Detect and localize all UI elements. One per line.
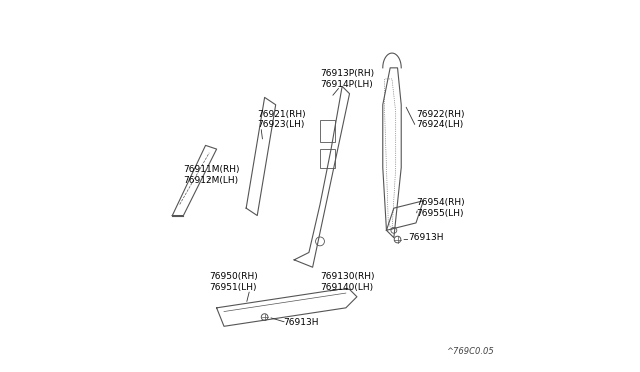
Text: 769130(RH)
769140(LH): 769130(RH) 769140(LH): [320, 272, 374, 292]
Text: 76913H: 76913H: [283, 318, 319, 327]
Text: 76913H: 76913H: [408, 233, 444, 242]
Text: ^769C0.05: ^769C0.05: [446, 347, 493, 356]
Text: 76921(RH)
76923(LH): 76921(RH) 76923(LH): [257, 110, 306, 129]
Text: 76913P(RH)
76914P(LH): 76913P(RH) 76914P(LH): [320, 69, 374, 89]
Text: 76911M(RH)
76912M(LH): 76911M(RH) 76912M(LH): [184, 165, 240, 185]
Text: 76950(RH)
76951(LH): 76950(RH) 76951(LH): [209, 272, 258, 292]
Text: 76922(RH)
76924(LH): 76922(RH) 76924(LH): [416, 110, 465, 129]
Text: 76954(RH)
76955(LH): 76954(RH) 76955(LH): [416, 198, 465, 218]
